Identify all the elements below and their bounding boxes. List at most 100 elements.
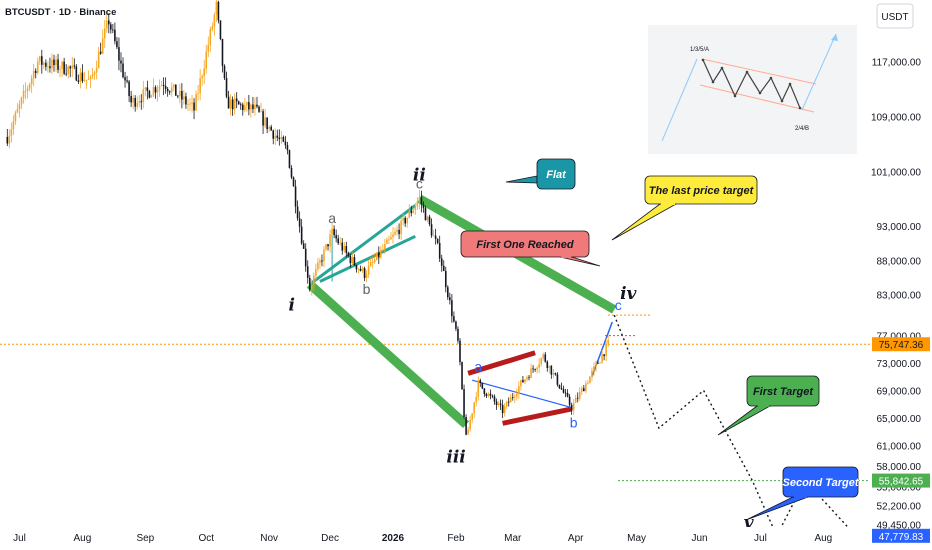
wave-label-iv: iv (620, 284, 637, 304)
candle-body (361, 268, 364, 271)
candle-body (189, 103, 191, 105)
candle-body (554, 372, 557, 375)
candle-body (418, 197, 421, 202)
candle-body (365, 274, 368, 279)
candle-body (306, 266, 309, 278)
candle-body (369, 262, 372, 266)
candle-body (272, 130, 275, 139)
candle-body (591, 370, 593, 377)
candle-body (426, 216, 429, 221)
price-axis-panel[interactable] (870, 0, 932, 550)
candle-body (75, 66, 78, 81)
candle-body (347, 252, 350, 257)
candle-body (546, 361, 549, 368)
candle-body (359, 268, 362, 271)
candle-body (49, 66, 51, 69)
candle-body (162, 84, 165, 86)
candle-body (105, 20, 108, 29)
candle-body (246, 102, 248, 106)
candle-body (471, 413, 473, 420)
wave-label-ii: ii (413, 166, 426, 186)
candle-body (174, 84, 177, 96)
y-tick-label: 83,000.00 (877, 291, 922, 302)
candle-body (327, 244, 329, 247)
candle-body (410, 210, 413, 214)
sub-wave-label-c: c (416, 176, 423, 192)
candle-body (432, 235, 435, 237)
inset-pivot (745, 70, 749, 74)
candle-body (499, 403, 502, 405)
y-tick-label: 55,000.00 (877, 482, 922, 493)
inset-diagram: 1/3/5/A 2/4/B (648, 25, 857, 154)
time-axis-panel[interactable] (0, 527, 870, 550)
candle-body (463, 389, 465, 417)
candle-body (408, 210, 411, 218)
candle-body (217, 1, 220, 21)
candle-body (501, 404, 504, 414)
candle-body (302, 243, 305, 249)
candle-body (6, 137, 9, 144)
candle-body (195, 93, 197, 111)
callout-the-last-price-target[interactable]: The last price target (611, 175, 758, 241)
candle-body (43, 62, 45, 65)
candle-body (540, 358, 542, 365)
candle-body (91, 74, 94, 77)
candle-body (493, 396, 496, 402)
candle-body (520, 379, 522, 387)
candle-body (375, 252, 378, 260)
candle-body (485, 393, 488, 396)
callout-flat[interactable]: Flat (505, 158, 576, 190)
candle-body (30, 77, 33, 85)
candle-body (570, 404, 573, 411)
x-tick-label: Aug (74, 533, 92, 544)
candle-body (28, 84, 31, 89)
candle-body (166, 88, 169, 92)
y-tick-label: 52,200.00 (877, 502, 922, 513)
candle-body (550, 365, 553, 375)
inset-impulse-line (661, 58, 698, 142)
first-target-label: 55,842.65 (879, 477, 924, 488)
candle-body (280, 137, 283, 139)
candle-body (231, 99, 234, 110)
candle-body (286, 145, 289, 151)
candle-body (469, 419, 471, 430)
candle-body (237, 101, 240, 105)
candle-body (566, 393, 569, 397)
wave-label-iii: iii (446, 447, 465, 467)
candle-body (465, 416, 467, 435)
callouts[interactable]: Flat First One Reached The last price targ… (460, 158, 860, 521)
projection-line (613, 314, 857, 538)
candle-body (65, 73, 67, 75)
candle-body (8, 135, 11, 144)
candle-body (256, 104, 258, 107)
callout-first-target[interactable]: First Target (717, 375, 820, 436)
candle-body (179, 90, 181, 97)
callout-first-one-reached[interactable]: First One Reached (460, 230, 601, 267)
x-tick-label: Nov (260, 533, 278, 544)
candle-body (317, 262, 319, 270)
inset-label-bottom: 2/4/B (795, 126, 809, 132)
candle-body (83, 80, 86, 82)
candle-body (300, 226, 303, 244)
candle-body (380, 250, 382, 258)
candle-body (136, 102, 139, 107)
candle-body (134, 97, 136, 107)
candle-body (420, 197, 423, 205)
candle-body (114, 29, 116, 42)
symbol-title[interactable]: BTCUSDT · 1D · Binance (5, 7, 116, 18)
candle-body (260, 111, 262, 113)
currency-button[interactable] (876, 3, 914, 29)
candle-body (392, 234, 394, 238)
candle-body (97, 51, 100, 69)
candle-body (241, 104, 244, 111)
candle-body (526, 377, 528, 380)
candle-body (177, 95, 179, 97)
candle-body (122, 63, 124, 78)
y-tick-label: 109,000.00 (871, 112, 921, 123)
callout-second-target[interactable]: Second Target (745, 466, 860, 521)
x-tick-label: Apr (568, 533, 584, 544)
inset-pivot (701, 58, 705, 62)
